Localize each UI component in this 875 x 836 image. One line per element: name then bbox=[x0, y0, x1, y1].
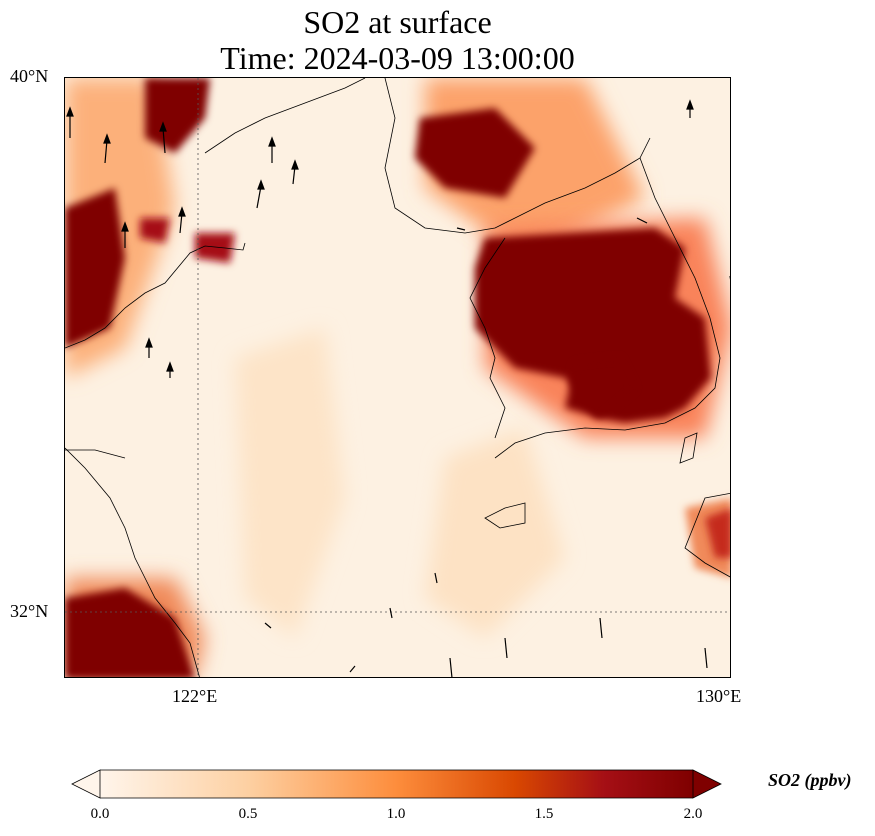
coast-kyushu bbox=[684, 492, 730, 578]
coastlines bbox=[65, 78, 730, 677]
ytick-40N: 40°N bbox=[10, 66, 49, 86]
hotspot-korea-south bbox=[565, 358, 635, 418]
wind-arrow bbox=[256, 185, 262, 209]
map-plot-area bbox=[64, 77, 731, 678]
wind-arrow bbox=[636, 217, 648, 224]
colorbar-tick: 0.5 bbox=[238, 806, 258, 822]
so2-map bbox=[65, 78, 730, 677]
wind-arrow-head bbox=[121, 221, 129, 232]
wind-arrow-head bbox=[145, 337, 153, 348]
coast-liaodong bbox=[204, 78, 366, 154]
so2-hotspots bbox=[65, 78, 730, 677]
gridlines bbox=[65, 78, 730, 677]
colorbar-outline bbox=[100, 769, 693, 799]
wind-arrow bbox=[434, 572, 438, 584]
hotspot-north-korea bbox=[415, 108, 535, 198]
wind-arrow bbox=[389, 607, 393, 619]
hotspot-small-2 bbox=[195, 233, 235, 263]
colorbar-tick: 0.0 bbox=[90, 806, 110, 822]
wind-arrow bbox=[162, 127, 166, 154]
wind-vectors bbox=[66, 99, 730, 677]
wind-arrow-head bbox=[66, 106, 74, 117]
xtick-130E: 130°E bbox=[696, 686, 742, 706]
colorbar-tick: 1.5 bbox=[534, 806, 554, 822]
coast-korea-west-north bbox=[384, 78, 651, 234]
hotspot-korea bbox=[475, 228, 711, 423]
hotspot-shanghai bbox=[65, 588, 195, 677]
map-subtitle-time: Time: 2024-03-09 13:00:00 bbox=[220, 40, 575, 76]
hotspot-shandong bbox=[65, 188, 125, 348]
coast-korea-west bbox=[469, 237, 506, 439]
colorbar-gradient bbox=[100, 770, 693, 798]
wind-arrow bbox=[349, 665, 356, 673]
wind-arrow-head bbox=[268, 136, 276, 147]
wind-arrow bbox=[504, 637, 508, 659]
colorbar-label: SO2 (ppbv) bbox=[768, 770, 852, 790]
wind-arrow-head bbox=[178, 206, 186, 217]
ytick-32N: 32°N bbox=[10, 601, 49, 621]
wind-arrow bbox=[264, 622, 272, 629]
wind-arrow-head bbox=[257, 179, 265, 190]
wind-arrow bbox=[449, 657, 453, 677]
coast-jiangsu bbox=[65, 449, 126, 459]
coast-shandong bbox=[65, 242, 246, 349]
wind-arrow bbox=[599, 617, 603, 639]
tsushima bbox=[679, 432, 698, 464]
colorbar-tick: 1.0 bbox=[386, 806, 406, 822]
jeju-island bbox=[484, 502, 526, 529]
map-title: SO2 at surface bbox=[303, 4, 492, 40]
colorbar-tick: 2.0 bbox=[683, 806, 703, 822]
colorbar bbox=[71, 769, 722, 799]
hotspot-kyushu bbox=[705, 508, 730, 558]
field-plume-center bbox=[235, 328, 345, 638]
field-plume-south bbox=[425, 428, 565, 638]
wind-arrow-head bbox=[159, 121, 167, 132]
wind-arrow-head bbox=[291, 159, 299, 170]
wind-arrow-head bbox=[103, 133, 111, 144]
wind-arrow bbox=[729, 276, 730, 280]
xtick-122E: 122°E bbox=[172, 686, 218, 706]
coast-east-china bbox=[65, 447, 200, 677]
coast-korea-east-south bbox=[494, 157, 721, 459]
wind-arrow bbox=[704, 647, 708, 669]
hotspot-liaoning bbox=[145, 78, 210, 153]
wind-arrow bbox=[104, 139, 108, 164]
colorbar-extend-low bbox=[71, 769, 101, 799]
wind-arrow-head bbox=[686, 99, 694, 110]
wind-arrow bbox=[456, 227, 466, 231]
wind-arrow-head bbox=[166, 361, 174, 372]
colorbar-extend-high bbox=[692, 769, 722, 799]
hotspot-small-1 bbox=[140, 218, 170, 243]
